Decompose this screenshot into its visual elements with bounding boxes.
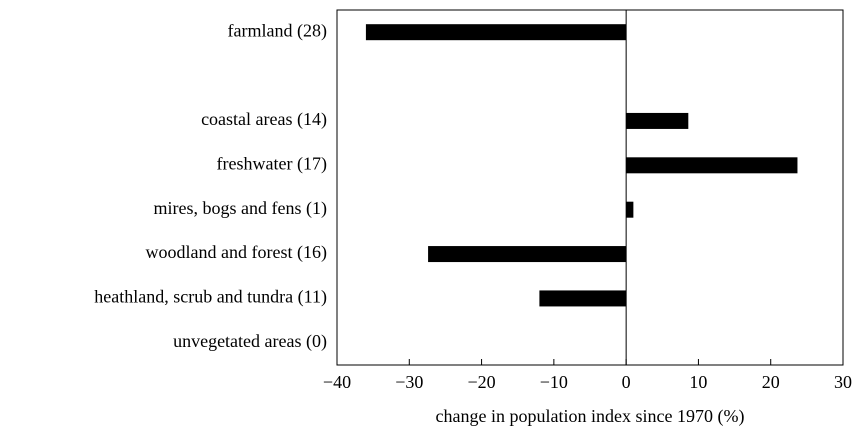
- y-tick-label: heathland, scrub and tundra (11): [94, 287, 327, 308]
- bar: [626, 201, 634, 218]
- x-tick-label: −20: [467, 372, 495, 392]
- x-tick-label: −40: [323, 372, 351, 392]
- bar: [539, 290, 627, 307]
- y-tick-label: mires, bogs and fens (1): [154, 198, 327, 219]
- x-axis-label: change in population index since 1970 (%…: [436, 406, 745, 427]
- x-tick-label: 20: [762, 372, 780, 392]
- plot-frame: [336, 9, 844, 366]
- bar: [626, 157, 798, 174]
- y-tick-label: coastal areas (14): [201, 109, 327, 130]
- y-tick-label: unvegetated areas (0): [173, 331, 327, 352]
- x-tick-label: 10: [689, 372, 707, 392]
- x-tick-label: −10: [540, 372, 568, 392]
- bar: [626, 112, 689, 129]
- x-tick-label: 30: [834, 372, 852, 392]
- bar: [428, 246, 627, 263]
- x-tick-label: −30: [395, 372, 423, 392]
- bar: [365, 24, 627, 41]
- y-tick-label: freshwater (17): [217, 153, 327, 174]
- x-tick-label: 0: [622, 372, 631, 392]
- y-tick-label: woodland and forest (16): [146, 242, 327, 263]
- y-tick-label: farmland (28): [228, 20, 327, 41]
